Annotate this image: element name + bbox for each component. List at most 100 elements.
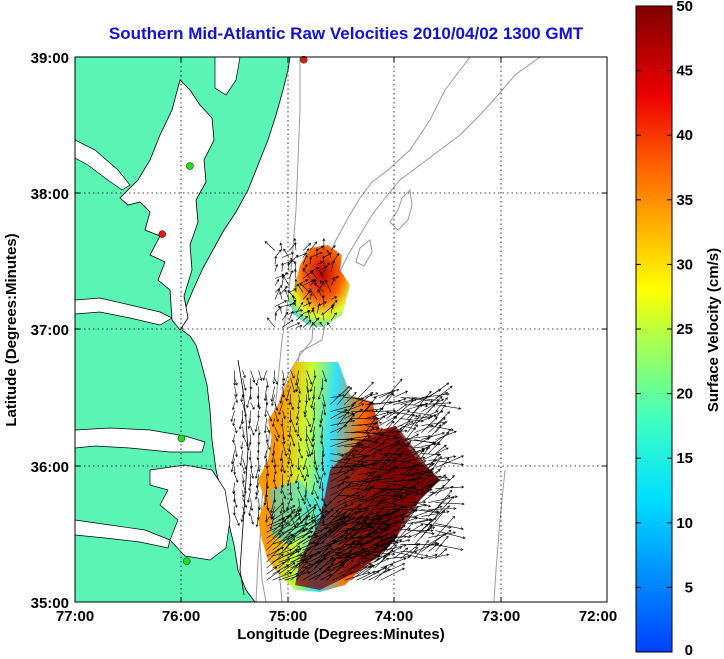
velocity-arrow [350, 522, 374, 539]
velocity-arrow [400, 464, 417, 482]
velocity-arrow [254, 466, 259, 479]
velocity-arrow [297, 442, 301, 453]
colorbar-label: Surface Velocity (cm/s) [705, 248, 722, 412]
velocity-arrow [322, 238, 326, 251]
velocity-arrow [311, 321, 318, 328]
velocity-arrow [368, 568, 391, 581]
velocity-arrows [230, 237, 466, 581]
velocity-arrow [337, 537, 356, 545]
velocity-arrow [372, 454, 388, 468]
velocity-arrow [314, 474, 319, 484]
velocity-arrow [270, 386, 275, 403]
velocity-arrow [379, 494, 400, 503]
velocity-arrow [344, 480, 370, 489]
velocity-arrow [428, 530, 452, 545]
velocity-arrow [362, 571, 380, 581]
velocity-arrow [319, 280, 325, 286]
velocity-arrow [428, 385, 453, 405]
radar-station-marker [182, 557, 191, 565]
velocity-arrow [421, 410, 439, 419]
velocity-arrow [326, 322, 332, 328]
velocity-arrow [350, 565, 372, 581]
colorbar-tick-label: 20 [676, 386, 693, 403]
velocity-arrow [309, 241, 318, 251]
velocity-arrow [269, 514, 275, 530]
velocity-arrow [288, 322, 301, 328]
velocity-arrow [323, 252, 332, 258]
x-tick-labels: 77:00 76:00 75:00 74:00 73:00 72:00 [56, 608, 617, 625]
y-tick-label: 38:00 [31, 186, 69, 203]
velocity-arrow [393, 433, 420, 447]
velocity-arrow [266, 553, 284, 569]
velocity-arrow [304, 426, 308, 443]
velocity-arrow [344, 528, 357, 539]
velocity-arrow [337, 401, 356, 426]
velocity-arrow [242, 370, 246, 379]
velocity-arrow [290, 555, 307, 563]
velocity-arrow [296, 562, 311, 581]
velocity-arrow [393, 478, 416, 496]
velocity-arrow [242, 378, 247, 391]
velocity-arrow [266, 531, 285, 551]
velocity-arrow [242, 506, 246, 515]
velocity-arrow [326, 531, 349, 545]
velocity-arrow [308, 526, 329, 539]
velocity-arrow [386, 378, 403, 398]
velocity-arrow [407, 456, 426, 461]
velocity-arrow [302, 254, 308, 265]
velocity-arrow [393, 409, 410, 426]
radar-station-marker [299, 55, 308, 64]
velocity-arrow [330, 481, 352, 503]
velocity-arrow [274, 285, 283, 293]
velocity-arrow [320, 512, 341, 533]
velocity-arrow [428, 424, 442, 440]
colorbar-tick-label: 35 [676, 192, 693, 209]
velocity-arrow [290, 418, 297, 433]
velocity-arrow [298, 394, 301, 404]
velocity-arrow [320, 540, 336, 557]
velocity-arrow [320, 562, 334, 575]
velocity-arrow [248, 506, 252, 517]
velocity-arrow [386, 502, 408, 509]
velocity-arrow [351, 461, 364, 475]
velocity-arrow [314, 490, 319, 500]
y-tick-label: 36:00 [31, 459, 69, 476]
velocity-arrow [290, 434, 296, 447]
velocity-arrow [312, 309, 318, 321]
velocity-arrow [255, 378, 259, 386]
velocity-arrow [266, 518, 286, 527]
velocity-arrow [338, 571, 353, 581]
velocity-arrow [365, 491, 390, 503]
velocity-arrow [400, 402, 429, 412]
velocity-arrow [272, 515, 290, 533]
velocity-arrow [309, 256, 312, 265]
velocity-arrow [379, 393, 394, 412]
velocity-arrow [330, 245, 336, 251]
velocity-arrow [257, 458, 261, 473]
velocity-arrow [350, 514, 363, 527]
velocity-arrow [242, 402, 247, 418]
velocity-arrow [286, 498, 291, 511]
velocity-arrow [358, 452, 377, 461]
velocity-arrow [282, 434, 286, 445]
velocity-arrow [284, 538, 296, 551]
velocity-arrow [374, 553, 391, 569]
velocity-arrow [379, 544, 407, 552]
velocity-arrow [356, 545, 379, 557]
velocity-arrow [435, 397, 448, 412]
velocity-arrow [234, 378, 238, 386]
velocity-arrow [372, 407, 384, 419]
colorbar-tick-label: 45 [676, 63, 693, 80]
velocity-arrow [386, 420, 411, 433]
velocity-arrow [306, 466, 310, 478]
velocity-arrow [240, 394, 244, 403]
velocity-arrow [372, 456, 395, 475]
velocity-arrow [266, 410, 273, 422]
velocity-arrow [365, 465, 385, 489]
velocity-arrow [309, 292, 313, 300]
velocity-arrow [332, 511, 347, 527]
velocity-arrow [330, 393, 342, 405]
velocity-arrow [288, 310, 294, 321]
velocity-arrow [303, 474, 307, 482]
